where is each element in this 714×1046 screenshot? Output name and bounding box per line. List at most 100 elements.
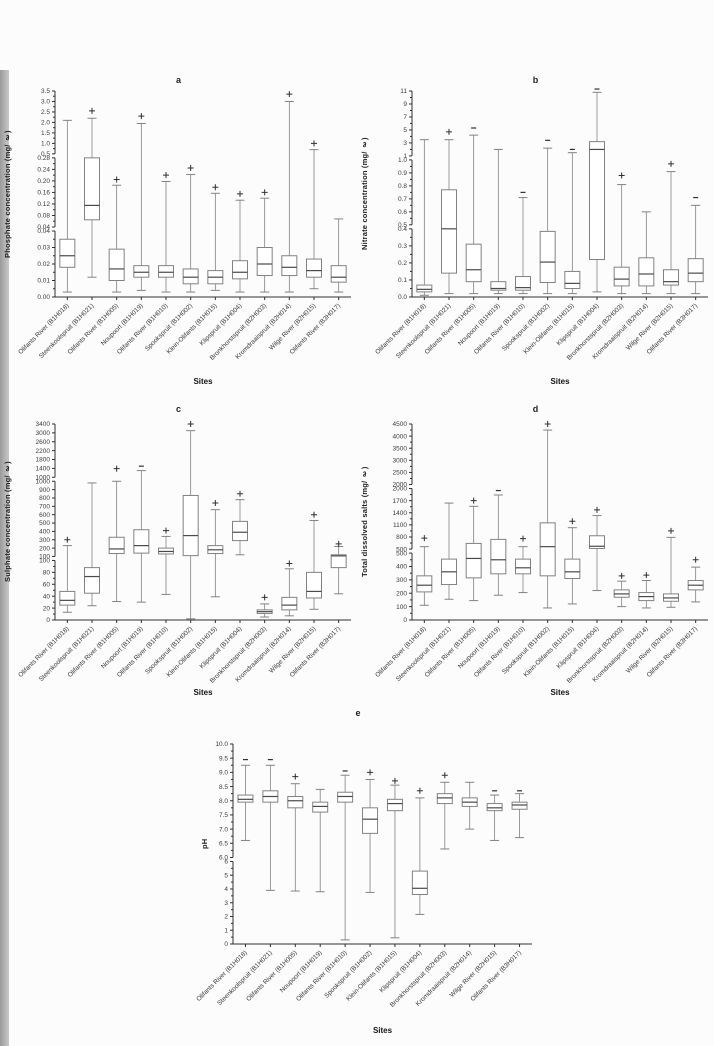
panel-b-letter: b — [532, 75, 539, 85]
y-tick-label: 1400 — [36, 466, 51, 473]
site-label: Olifants River (B3H017) — [646, 625, 699, 678]
box-plot-Wilge River (B2H015) — [663, 160, 679, 295]
y-tick-label: 0.12 — [37, 201, 50, 208]
y-tick-label: 80 — [43, 570, 51, 577]
outlier-plus-marker — [367, 769, 374, 776]
box-plot-Olifants River (B1H005) — [287, 773, 304, 892]
outlier-plus-marker — [618, 572, 625, 579]
y-tick-label: 6.5 — [219, 840, 228, 847]
y-axis — [230, 743, 234, 945]
box-plot-Noupoort (B1H019) — [312, 788, 329, 893]
outlier-plus-marker — [594, 506, 600, 513]
site-label: Noupoort (B1H019) — [279, 949, 324, 994]
box-plot-Wilge River (B2H015) — [306, 140, 322, 290]
outlier-plus-marker — [441, 772, 448, 779]
y-tick-label: 7 — [403, 114, 407, 121]
site-label: Spookspruit (B1H002) — [501, 302, 551, 352]
y-tick-label: 1.5 — [41, 130, 50, 137]
y-tick-labels: 0.00 0.01 0.02 0.03 0.040.04 0.08 0.12 0.16 0.20… — [37, 88, 50, 301]
outlier-plus-marker — [163, 172, 169, 179]
box-plot-Olifants River (B1H010) — [337, 770, 354, 941]
y-axis — [409, 423, 413, 621]
y-tick-label: 3000 — [393, 458, 408, 465]
panel-a: a Phosphate concentration (mg/ ℓ) 0.00 0.… — [0, 75, 357, 400]
box-plot-Olifants River (B1H005) — [108, 465, 125, 603]
box-plot-Olifants River (B3H017) — [687, 196, 704, 295]
y-tick-label: 100 — [396, 604, 407, 611]
y-tick-label: 0.08 — [37, 213, 50, 220]
y-tick-label: 1 — [224, 927, 228, 934]
site-label: Wilge River (B2H015) — [268, 302, 317, 351]
box-plot-Olifants River (B1H018) — [59, 536, 76, 613]
y-tick-label: 3 — [224, 900, 228, 907]
outlier-plus-marker — [470, 497, 477, 504]
outlier-plus-marker — [138, 113, 145, 120]
outlier-plus-marker — [286, 560, 293, 567]
y-tick-label: 11 — [400, 88, 407, 95]
y-tick-label: 1000 — [36, 478, 51, 485]
y-tick-label: 900 — [39, 487, 50, 494]
outlier-plus-marker — [668, 527, 674, 534]
box-plot-Olifants River (B1H010) — [515, 191, 531, 295]
x-tick-labels: Olifants River (B1H018)Steenkoolspruit (… — [17, 302, 342, 361]
outlier-plus-marker — [163, 527, 169, 534]
site-label: Noupoort (B1H019) — [100, 302, 145, 347]
y-tick-label: 9.0 — [219, 770, 228, 777]
y-tick-labels: 0 1 2 3 4 5 66.0 6.5 7.0 7.5 8.0 8.5 9.0 9.5 10.0 — [215, 741, 228, 948]
site-label: Wilge River (B2H015) — [625, 302, 674, 351]
y-tick-label: 500 — [396, 546, 407, 553]
outlier-plus-marker — [544, 421, 551, 427]
box-plot-Steenkoolspruit (B1H021) — [84, 107, 100, 278]
y-tick-label: 8.0 — [219, 798, 228, 805]
box-plot-Kromdraaispruit (B2H014) — [281, 91, 298, 293]
y-tick-label: 0 — [403, 617, 407, 624]
panel-a-letter: a — [175, 75, 181, 85]
outlier-plus-marker — [311, 140, 317, 147]
y-tick-label: 1 — [403, 153, 407, 160]
outlier-plus-marker — [237, 490, 243, 497]
box-plot-Klein-Olifants (B1H015) — [564, 148, 581, 295]
y-tick-label: 0.03 — [37, 245, 50, 252]
outlier-plus-marker — [668, 160, 674, 167]
box-plot-Spookspruit (B1H002) — [182, 164, 199, 293]
y-tick-label: 0.8 — [398, 183, 407, 190]
y-tick-label: 2.5 — [41, 109, 50, 116]
y-tick-label: 5 — [403, 127, 407, 134]
site-label: Klipspruit (B1H004) — [199, 302, 244, 347]
box-plot-Olifants River (B1H010) — [158, 172, 174, 293]
box-plot-Bronkhorstspruit (B2H003) — [613, 172, 630, 295]
site-label: Olifants River (B3H017) — [289, 625, 342, 678]
y-tick-label: 0.9 — [398, 170, 407, 177]
x-tick-labels: Olifants River (B1H018)Steenkoolspruit (… — [374, 625, 699, 684]
panel-c-x-axis-title: Sites — [193, 688, 213, 697]
y-tick-label: 2600 — [36, 439, 51, 446]
site-label: Olifants River (B3H017) — [289, 302, 342, 355]
y-tick-label: 1800 — [36, 457, 51, 464]
y-tick-label: 1000 — [36, 474, 51, 481]
y-tick-label: 0.16 — [37, 190, 50, 197]
box-plot-Steenkoolspruit (B1H021) — [441, 502, 457, 600]
site-label: Wilge River (B2H015) — [625, 625, 674, 674]
y-tick-label: 2.0 — [41, 120, 50, 127]
panel-a-boxplot: 0.00 0.01 0.02 0.03 0.040.04 0.08 0.12 0.16 0.20… — [17, 88, 351, 362]
panel-e: e pH 0 1 2 3 4 5 6 6.0 6.5 7.0 7.5 8.0 8.5 9.0 9.5 10.0… — [178, 700, 538, 1046]
outlier-plus-marker — [569, 518, 576, 525]
y-tick-label: 4 — [224, 886, 228, 893]
y-axis — [52, 90, 56, 298]
y-axis — [409, 90, 413, 298]
site-label: Klipspruit (B1H004) — [378, 949, 423, 994]
panel-e-x-axis-title: Sites — [372, 1026, 393, 1035]
box-plot-Olifants River (B1H018) — [237, 759, 254, 841]
y-tick-label: 0.28 — [37, 155, 50, 162]
site-label: Wilge River (B2H015) — [268, 625, 317, 674]
y-axis — [52, 423, 56, 621]
y-tick-label: 0.01 — [37, 278, 50, 285]
box-plot-Noupoort (B1H019) — [133, 113, 150, 291]
box-plot-Olifants River (B3H017) — [330, 218, 347, 293]
y-tick-label: 9 — [403, 101, 407, 108]
box-plot-Wilge River (B2H015) — [663, 527, 679, 608]
y-tick-label: 500 — [39, 520, 50, 527]
